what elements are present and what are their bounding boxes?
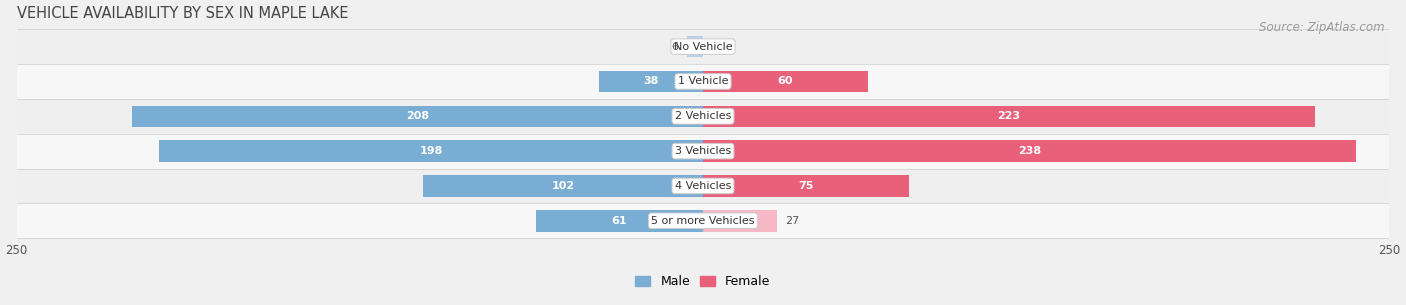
Text: 238: 238	[1018, 146, 1042, 156]
Text: 2 Vehicles: 2 Vehicles	[675, 111, 731, 121]
Bar	[703, 210, 778, 231]
Bar	[423, 175, 703, 197]
Text: 6: 6	[671, 42, 678, 52]
Bar	[17, 134, 1389, 169]
Text: Source: ZipAtlas.com: Source: ZipAtlas.com	[1260, 21, 1385, 34]
Bar	[703, 175, 908, 197]
Bar	[17, 64, 1389, 99]
Text: 75: 75	[799, 181, 814, 191]
Bar	[686, 36, 703, 57]
Text: 5 or more Vehicles: 5 or more Vehicles	[651, 216, 755, 226]
Bar	[703, 140, 1357, 162]
Bar	[536, 210, 703, 231]
Bar	[703, 106, 1315, 127]
Bar	[703, 71, 868, 92]
Text: 4 Vehicles: 4 Vehicles	[675, 181, 731, 191]
Text: VEHICLE AVAILABILITY BY SEX IN MAPLE LAKE: VEHICLE AVAILABILITY BY SEX IN MAPLE LAK…	[17, 6, 349, 21]
Text: 102: 102	[551, 181, 575, 191]
Text: 223: 223	[997, 111, 1021, 121]
Text: 208: 208	[406, 111, 429, 121]
Bar	[599, 71, 703, 92]
Bar	[17, 203, 1389, 238]
Text: 1 Vehicle: 1 Vehicle	[678, 77, 728, 87]
Text: 38: 38	[643, 77, 658, 87]
Text: No Vehicle: No Vehicle	[673, 42, 733, 52]
Text: 3 Vehicles: 3 Vehicles	[675, 146, 731, 156]
Text: 27: 27	[786, 216, 800, 226]
Text: 198: 198	[419, 146, 443, 156]
Legend: Male, Female: Male, Female	[630, 270, 776, 293]
Bar	[159, 140, 703, 162]
Bar	[17, 169, 1389, 203]
Text: 61: 61	[612, 216, 627, 226]
Bar	[132, 106, 703, 127]
Text: 60: 60	[778, 77, 793, 87]
Bar	[17, 29, 1389, 64]
Bar	[17, 99, 1389, 134]
